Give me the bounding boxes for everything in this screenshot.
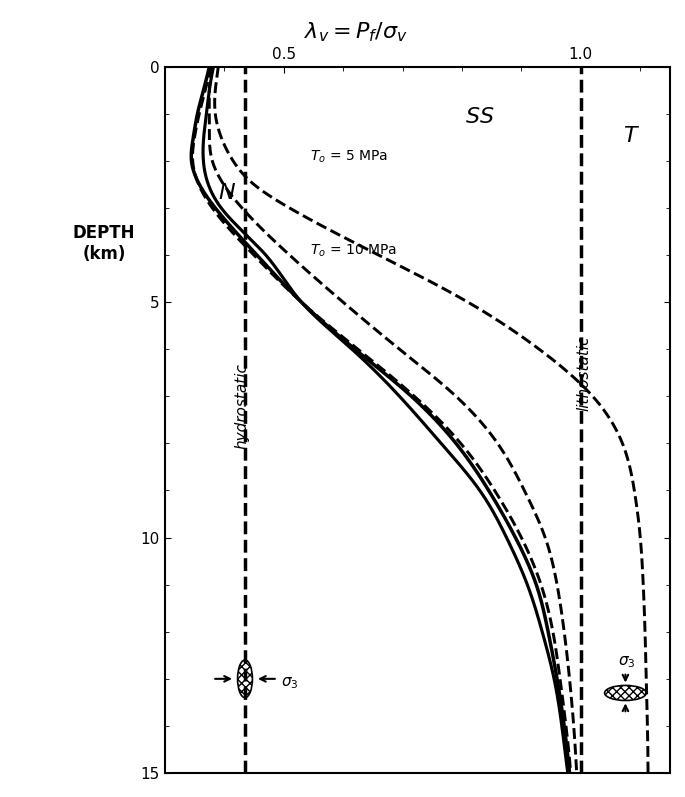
Text: $\sigma_3$: $\sigma_3$: [619, 654, 636, 670]
Text: lithostatic: lithostatic: [576, 335, 591, 410]
Text: $\sigma_3$: $\sigma_3$: [281, 675, 298, 690]
Text: $SS$: $SS$: [465, 108, 495, 128]
Y-axis label: DEPTH
(km): DEPTH (km): [73, 224, 136, 263]
Text: $T_o$ = 5 MPa: $T_o$ = 5 MPa: [310, 149, 388, 165]
Text: $T_o$ = 10 MPa: $T_o$ = 10 MPa: [310, 243, 397, 260]
Text: hydrostatic: hydrostatic: [234, 363, 249, 449]
Text: $\lambda_v = P_f / \sigma_v$: $\lambda_v = P_f / \sigma_v$: [304, 20, 408, 44]
Text: $T$: $T$: [623, 126, 640, 146]
Text: $N$: $N$: [218, 183, 236, 202]
